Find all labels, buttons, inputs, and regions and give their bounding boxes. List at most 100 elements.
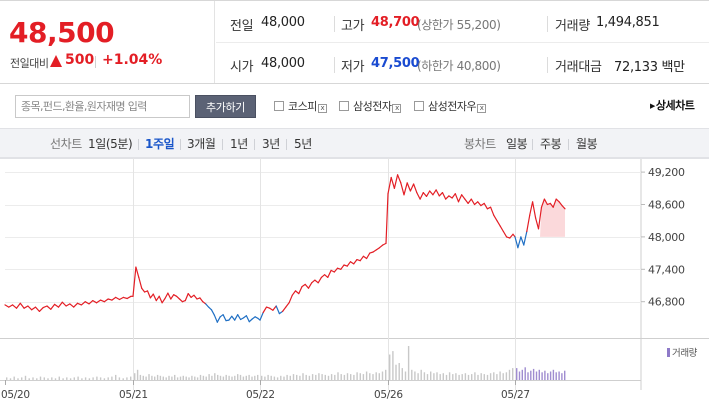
period-tabbar: 선차트 1일(5분) 1주일 3개월 1년 3년 5년 봉차트 일봉 주봉 월봉 xyxy=(0,128,709,158)
price-line-segment xyxy=(451,193,456,199)
tab-daily[interactable]: 일봉 xyxy=(506,137,528,151)
volume-bar xyxy=(231,376,233,380)
volume-bar xyxy=(461,374,463,380)
price-line-segment xyxy=(483,202,488,210)
compare-item-samsung-pref[interactable]: 삼성전자우 x xyxy=(414,98,487,113)
volume-bar xyxy=(555,372,557,380)
price-line-segment xyxy=(285,302,290,308)
volume-bar xyxy=(222,376,225,380)
volume-bar xyxy=(228,375,230,381)
price-line-segment xyxy=(509,233,514,239)
checkbox[interactable] xyxy=(274,101,284,111)
volume-bar xyxy=(9,378,12,380)
price-line-segment xyxy=(445,195,450,200)
volume-bar xyxy=(414,371,416,380)
volume-bar xyxy=(372,374,374,380)
volume-bar xyxy=(330,374,333,380)
price-line-segment xyxy=(210,309,215,316)
price-line-segment xyxy=(419,191,424,200)
low-label: 저가 xyxy=(341,60,365,75)
tab-3month[interactable]: 3개월 xyxy=(187,137,216,151)
tab-weekly[interactable]: 주봉 xyxy=(540,137,562,151)
price-line-segment xyxy=(540,198,546,208)
tab-1year[interactable]: 1년 xyxy=(230,137,248,151)
price-line-segment xyxy=(275,305,280,315)
volume-bar xyxy=(467,374,470,380)
price-line-segment xyxy=(520,236,525,246)
volume-bar xyxy=(430,371,432,380)
price-line-segment xyxy=(298,286,303,295)
volume-bar xyxy=(493,372,495,380)
volume-bar xyxy=(375,372,377,380)
price-line-segment xyxy=(213,314,218,323)
volume-bar xyxy=(182,375,184,381)
volume-bar xyxy=(122,378,124,380)
tab-1day[interactable]: 1일(5분) xyxy=(88,137,133,151)
volume-bar xyxy=(174,374,176,380)
plot-background xyxy=(5,158,641,338)
volume-bar xyxy=(327,375,330,381)
price-line-segment xyxy=(19,302,25,309)
price-line-segment xyxy=(118,296,125,301)
volume-bar xyxy=(549,371,552,380)
volume-bar xyxy=(145,376,147,380)
compare-item-kospi[interactable]: 코스피 x xyxy=(274,98,327,113)
price-line-segment xyxy=(15,302,21,309)
price-line-segment xyxy=(228,315,233,321)
tab-3year[interactable]: 3년 xyxy=(262,137,280,151)
volume-bar xyxy=(84,377,87,380)
volume-bar xyxy=(107,377,109,380)
volume-bar xyxy=(208,374,210,380)
checkbox[interactable] xyxy=(339,101,349,111)
search-input[interactable] xyxy=(15,95,190,118)
price-line-segment xyxy=(92,300,98,304)
tab-1week[interactable]: 1주일 xyxy=(145,137,175,151)
volume-bar xyxy=(134,373,136,380)
price-line-segment xyxy=(537,206,543,230)
price-line-segment xyxy=(184,293,189,302)
price-line-segment xyxy=(126,295,132,300)
price-line-segment xyxy=(27,305,33,311)
volume-bar xyxy=(538,369,540,380)
volume-bar xyxy=(248,374,250,380)
price-line-segment xyxy=(438,191,444,197)
volume-bar xyxy=(292,374,295,380)
detail-chart-label: 상세차트 xyxy=(655,99,695,112)
price-line-segment xyxy=(190,294,195,298)
detail-chart-link[interactable]: ▶상세차트 xyxy=(650,97,695,113)
tab-monthly[interactable]: 월봉 xyxy=(576,137,598,151)
price-line-segment xyxy=(294,290,300,295)
price-line-segment xyxy=(122,296,128,300)
volume-bar xyxy=(530,370,532,381)
remove-icon[interactable]: x xyxy=(477,104,487,113)
compare-item-label: 삼성전자 xyxy=(353,100,392,113)
price-line-segment xyxy=(259,311,264,321)
checkbox[interactable] xyxy=(414,101,424,111)
volume-bar xyxy=(179,376,182,380)
volume-bar xyxy=(267,374,269,380)
add-button[interactable]: 추가하기 xyxy=(195,95,256,118)
remove-icon[interactable]: x xyxy=(392,104,402,113)
price-line-segment xyxy=(31,306,37,311)
tab-5year[interactable]: 5년 xyxy=(294,137,312,151)
volume-bar xyxy=(151,375,153,381)
volume-bar xyxy=(289,375,291,381)
price-line-segment xyxy=(480,202,485,207)
tab-divider xyxy=(222,139,223,150)
price-line-segment xyxy=(291,290,297,296)
volume-bar xyxy=(407,346,410,380)
volume-bar xyxy=(552,369,555,380)
remove-icon[interactable]: x xyxy=(317,104,327,113)
price-line-segment xyxy=(327,269,332,279)
volume-bar xyxy=(17,378,19,380)
volume-bar xyxy=(88,378,91,380)
price-line-segment xyxy=(38,307,44,312)
price-line-segment xyxy=(349,261,355,265)
volume-bar xyxy=(420,369,422,380)
compare-item-samsung[interactable]: 삼성전자 x xyxy=(339,98,402,113)
volume-bar xyxy=(389,354,391,380)
volume-bar xyxy=(378,373,380,380)
x-tick-label: 05/20 xyxy=(1,389,30,401)
price-line-segment xyxy=(202,301,207,305)
